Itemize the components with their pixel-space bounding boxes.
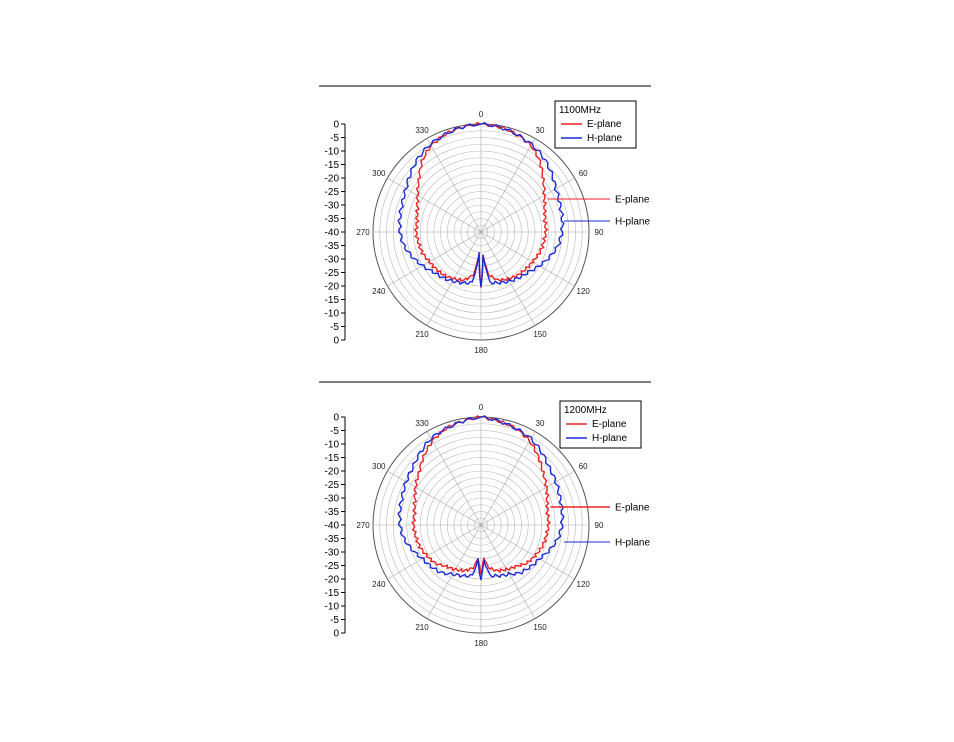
grid-spoke bbox=[480, 524, 536, 619]
angle-tick-label: 180 bbox=[474, 346, 488, 355]
angle-tick-label: 210 bbox=[415, 330, 429, 339]
angle-tick-label: 240 bbox=[372, 287, 386, 296]
radial-tick-label: -25 bbox=[325, 561, 340, 572]
radial-tick-label: -30 bbox=[325, 548, 340, 559]
angle-tick-label: 300 bbox=[372, 169, 386, 178]
legend-entry: H-plane bbox=[592, 433, 627, 444]
legend-entry: E-plane bbox=[587, 119, 622, 130]
angle-tick-label: 180 bbox=[474, 639, 488, 648]
angle-tick-label: 60 bbox=[579, 169, 588, 178]
radial-tick-label: -30 bbox=[325, 255, 340, 266]
angle-tick-label: 330 bbox=[415, 126, 429, 135]
annotation-label: H-plane bbox=[615, 538, 650, 549]
series-line-e-plane bbox=[411, 415, 552, 576]
polar-grid bbox=[372, 416, 590, 634]
radial-tick-label: -25 bbox=[325, 268, 340, 279]
angle-tick-label: 30 bbox=[536, 126, 545, 135]
angle-tick-label: 330 bbox=[415, 419, 429, 428]
radial-tick-label: -15 bbox=[325, 588, 340, 599]
radial-tick-label: -40 bbox=[325, 228, 340, 239]
angle-tick-label: 120 bbox=[577, 287, 591, 296]
angle-tick-label: 90 bbox=[595, 228, 604, 237]
angle-tick-label: 0 bbox=[479, 403, 484, 412]
grid-spoke bbox=[387, 177, 482, 233]
angle-tick-label: 60 bbox=[579, 462, 588, 471]
legend: 1100MHz E-plane H-plane bbox=[554, 100, 637, 149]
angle-tick-label: 150 bbox=[533, 330, 547, 339]
grid-spoke bbox=[480, 231, 536, 326]
radial-tick-label: -35 bbox=[325, 241, 340, 252]
angle-tick-label: 90 bbox=[595, 521, 604, 530]
grid-spoke bbox=[387, 470, 482, 526]
radial-tick-label: -25 bbox=[325, 480, 340, 491]
legend: 1200MHz E-plane H-plane bbox=[559, 400, 642, 449]
annotation-label: E-plane bbox=[615, 195, 650, 206]
legend-entry: E-plane bbox=[592, 419, 627, 430]
grid-spoke bbox=[480, 431, 536, 526]
grid-spoke bbox=[480, 524, 575, 580]
angle-tick-label: 30 bbox=[536, 419, 545, 428]
angle-tick-label: 210 bbox=[415, 623, 429, 632]
radial-tick-label: -10 bbox=[325, 440, 340, 451]
radial-tick-label: -35 bbox=[325, 534, 340, 545]
radial-tick-label: -30 bbox=[325, 201, 340, 212]
radial-tick-label: -10 bbox=[325, 147, 340, 158]
grid-spoke bbox=[480, 231, 575, 287]
radial-tick-label: -30 bbox=[325, 494, 340, 505]
grid-spoke bbox=[480, 177, 575, 233]
radial-tick-label: 0 bbox=[333, 120, 339, 131]
angle-tick-label: 240 bbox=[372, 580, 386, 589]
series-line-h-plane bbox=[397, 415, 565, 581]
radial-tick-label: -5 bbox=[330, 322, 339, 333]
radial-tick-label: -35 bbox=[325, 214, 340, 225]
grid-spoke bbox=[387, 231, 482, 287]
radial-scale-axis: 0 -5 -10 -15 -20 -25 -30 -35 -40 -35 -30 -25 -20 -15 -… bbox=[325, 413, 346, 640]
legend-entry: H-plane bbox=[587, 133, 622, 144]
angle-tick-label: 270 bbox=[356, 228, 370, 237]
radial-tick-label: 0 bbox=[333, 413, 339, 424]
angle-tick-label: 120 bbox=[577, 580, 591, 589]
legend-title: 1200MHz bbox=[564, 405, 607, 416]
grid-spoke bbox=[426, 524, 482, 619]
grid-spoke bbox=[480, 470, 575, 526]
radial-tick-label: 0 bbox=[333, 629, 339, 640]
angle-tick-label: 270 bbox=[356, 521, 370, 530]
series-line-e-plane bbox=[413, 121, 549, 288]
angle-tick-label: 150 bbox=[533, 623, 547, 632]
chart-panel-2: 0 30 60 90 120 150 180 210 240 270 300 330 0 -5 -10 -15… bbox=[319, 381, 651, 648]
radial-tick-label: -5 bbox=[330, 426, 339, 437]
series-line-h-plane bbox=[397, 122, 565, 288]
radial-tick-label: -20 bbox=[325, 282, 340, 293]
radial-tick-label: -15 bbox=[325, 453, 340, 464]
annotation-label: H-plane bbox=[615, 217, 650, 228]
angle-tick-label: 300 bbox=[372, 462, 386, 471]
radial-tick-label: -20 bbox=[325, 174, 340, 185]
radial-tick-label: -20 bbox=[325, 575, 340, 586]
radial-tick-label: -10 bbox=[325, 602, 340, 613]
radial-tick-label: -10 bbox=[325, 309, 340, 320]
radial-scale-axis: 0 -5 -10 -15 -20 -25 -30 -35 -40 -35 -30 -25 -20 -15 -… bbox=[325, 120, 346, 347]
annotation-label: E-plane bbox=[615, 503, 650, 514]
radial-tick-label: -40 bbox=[325, 521, 340, 532]
polar-grid bbox=[372, 123, 590, 341]
radial-tick-label: -5 bbox=[330, 615, 339, 626]
legend-title: 1100MHz bbox=[559, 105, 601, 116]
radial-tick-label: -15 bbox=[325, 160, 340, 171]
grid-spoke bbox=[426, 138, 482, 233]
radial-tick-label: -25 bbox=[325, 187, 340, 198]
grid-spoke bbox=[387, 524, 482, 580]
grid-spoke bbox=[426, 431, 482, 526]
radial-tick-label: 0 bbox=[333, 336, 339, 347]
radial-tick-label: -20 bbox=[325, 467, 340, 478]
radial-tick-label: -35 bbox=[325, 507, 340, 518]
radial-tick-label: -5 bbox=[330, 133, 339, 144]
grid-spoke bbox=[480, 138, 536, 233]
radial-tick-label: -15 bbox=[325, 295, 340, 306]
chart-panel-1: 0 30 60 90 120 150 180 210 240 270 300 330 0 -5 -10 -15… bbox=[319, 85, 651, 355]
angle-tick-label: 0 bbox=[479, 110, 484, 119]
